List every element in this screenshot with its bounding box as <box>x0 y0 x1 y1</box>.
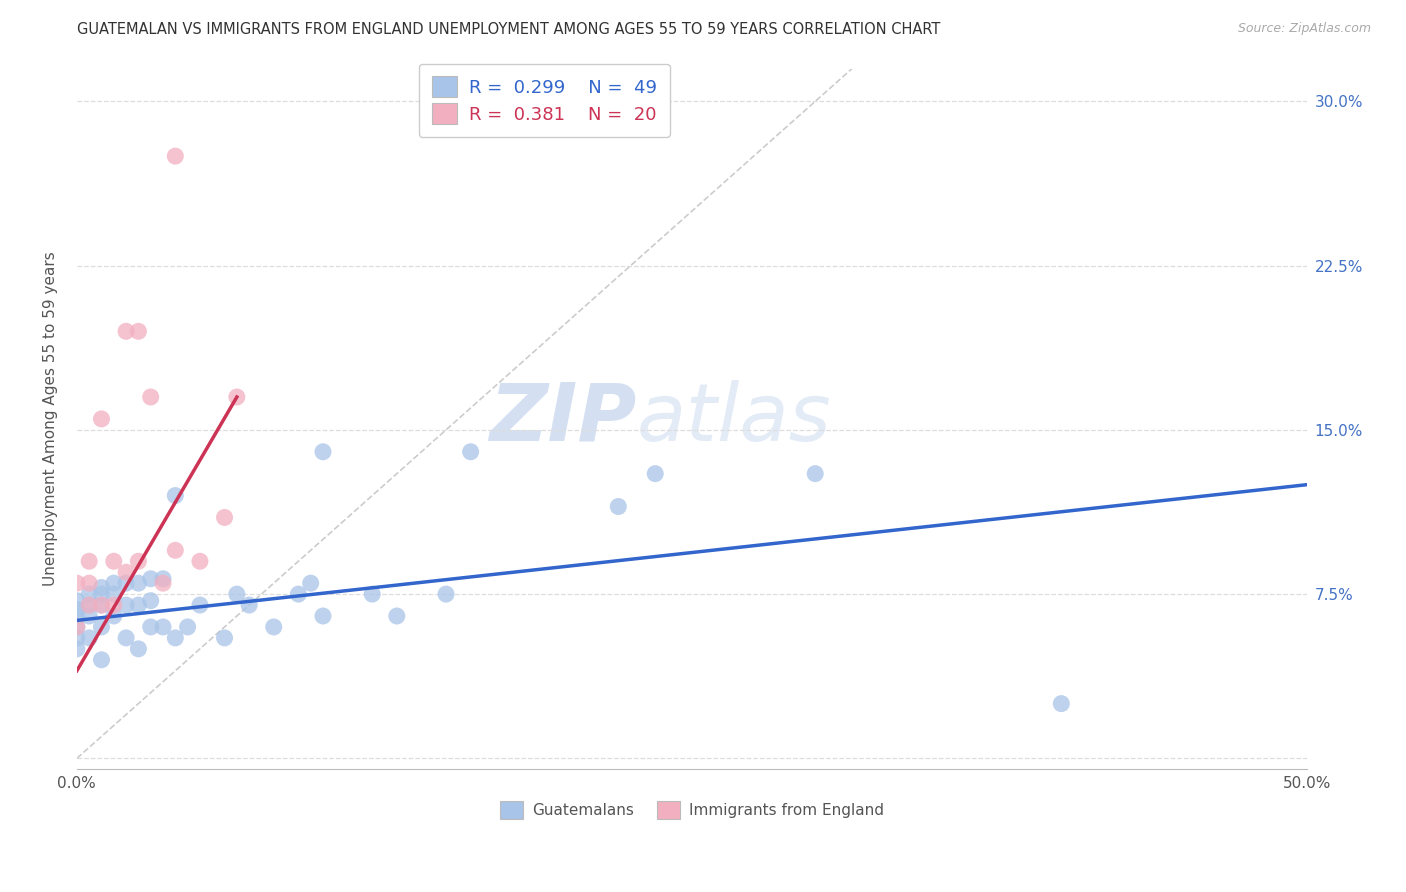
Point <box>361 587 384 601</box>
Point <box>214 510 236 524</box>
Point <box>115 324 138 338</box>
Point <box>103 609 125 624</box>
Point <box>127 576 149 591</box>
Point <box>66 620 89 634</box>
Point <box>225 390 247 404</box>
Point <box>139 593 162 607</box>
Point <box>434 587 457 601</box>
Point <box>66 620 89 634</box>
Point <box>103 576 125 591</box>
Text: GUATEMALAN VS IMMIGRANTS FROM ENGLAND UNEMPLOYMENT AMONG AGES 55 TO 59 YEARS COR: GUATEMALAN VS IMMIGRANTS FROM ENGLAND UN… <box>77 22 941 37</box>
Point <box>103 554 125 568</box>
Point <box>165 489 187 503</box>
Point <box>90 598 112 612</box>
Point <box>77 576 100 591</box>
Point <box>90 598 112 612</box>
Point <box>77 598 100 612</box>
Point <box>139 572 162 586</box>
Point <box>90 587 112 601</box>
Y-axis label: Unemployment Among Ages 55 to 59 years: Unemployment Among Ages 55 to 59 years <box>44 252 58 586</box>
Point <box>238 598 260 612</box>
Point <box>115 598 138 612</box>
Point <box>115 576 138 591</box>
Point <box>77 609 100 624</box>
Point <box>115 565 138 579</box>
Point <box>139 390 162 404</box>
Point <box>90 620 112 634</box>
Text: ZIP: ZIP <box>489 380 637 458</box>
Point <box>287 587 309 601</box>
Point <box>804 467 827 481</box>
Point <box>214 631 236 645</box>
Point <box>66 631 89 645</box>
Point <box>77 554 100 568</box>
Point <box>103 587 125 601</box>
Point <box>77 587 100 601</box>
Text: Source: ZipAtlas.com: Source: ZipAtlas.com <box>1237 22 1371 36</box>
Point <box>607 500 630 514</box>
Point <box>188 554 211 568</box>
Point <box>1050 697 1073 711</box>
Point <box>460 444 482 458</box>
Point <box>152 572 174 586</box>
Point <box>176 620 198 634</box>
Point <box>77 598 100 612</box>
Point <box>312 609 335 624</box>
Point <box>127 598 149 612</box>
Point <box>165 543 187 558</box>
Point <box>127 554 149 568</box>
Legend: Guatemalans, Immigrants from England: Guatemalans, Immigrants from England <box>494 795 890 825</box>
Point <box>90 653 112 667</box>
Point <box>66 593 89 607</box>
Point <box>263 620 285 634</box>
Point <box>188 598 211 612</box>
Point <box>127 324 149 338</box>
Point <box>90 581 112 595</box>
Point <box>312 444 335 458</box>
Point <box>66 641 89 656</box>
Point <box>77 631 100 645</box>
Point <box>90 412 112 426</box>
Point <box>115 631 138 645</box>
Point <box>127 641 149 656</box>
Point <box>66 576 89 591</box>
Text: atlas: atlas <box>637 380 831 458</box>
Point <box>103 598 125 612</box>
Point <box>644 467 666 481</box>
Point <box>152 576 174 591</box>
Point <box>152 620 174 634</box>
Point <box>165 631 187 645</box>
Point <box>385 609 408 624</box>
Point <box>66 609 89 624</box>
Point <box>225 587 247 601</box>
Point <box>299 576 322 591</box>
Point <box>139 620 162 634</box>
Point <box>66 602 89 616</box>
Point <box>165 149 187 163</box>
